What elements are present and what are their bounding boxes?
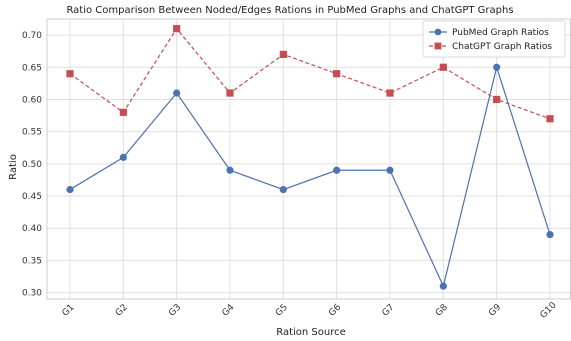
pubmed-point (386, 166, 394, 174)
chatgpt-point (546, 115, 554, 123)
y-tick-label: 0.35 (22, 256, 42, 266)
pubmed-point (279, 185, 287, 194)
y-tick-label: 0.60 (22, 95, 42, 105)
x-tick-label: G3 (167, 303, 183, 319)
chatgpt-point (226, 89, 234, 97)
pubmed-point (333, 166, 341, 174)
chatgpt-point (173, 25, 181, 33)
y-axis-ticks: 0.30 0.35 0.40 0.45 0.50 0.55 0.60 0.65 0.70 (22, 31, 42, 298)
pubmed-point (66, 185, 74, 194)
pubmed-legend-label: PubMed Graph Ratios (452, 28, 549, 38)
chatgpt-point (66, 70, 74, 78)
pubmed-series-line (69, 65, 551, 288)
y-tick-label: 0.45 (22, 192, 42, 202)
pubmed-point (119, 153, 127, 161)
chart-title: Ratio Comparison Between Noded/Edges Rat… (66, 5, 513, 16)
x-tick-label: G10 (539, 300, 559, 320)
pubmed-point (493, 63, 501, 71)
pubmed-point (173, 89, 181, 97)
pubmed-point (546, 231, 554, 239)
x-tick-label: G9 (487, 302, 503, 318)
chatgpt-legend-label: ChatGPT Graph Ratios (452, 42, 552, 52)
y-tick-label: 0.70 (22, 31, 42, 41)
chatgpt-point (439, 63, 447, 71)
chatgpt-point (386, 89, 394, 97)
x-tick-label: G4 (221, 302, 237, 318)
x-tick-label: G8 (434, 302, 450, 318)
legend-box (422, 20, 566, 58)
chatgpt-point (279, 50, 287, 59)
chatgpt-point (493, 95, 501, 104)
grid (47, 19, 571, 299)
y-tick-label: 0.40 (22, 224, 42, 234)
y-tick-label: 0.30 (22, 289, 42, 299)
x-tick-label: G5 (274, 303, 290, 319)
x-axis-title: Ration Source (276, 327, 346, 338)
pubmed-point (439, 282, 447, 290)
y-axis-title: Ratio (8, 154, 19, 180)
x-tick-label: G7 (381, 303, 397, 319)
legend: PubMed Graph Ratios ChatGPT Graph Ratios (422, 20, 566, 58)
y-tick-label: 0.55 (22, 128, 42, 138)
x-tick-label: G1 (61, 303, 77, 319)
pubmed-point (226, 166, 234, 174)
x-tick-label: G6 (327, 302, 343, 318)
series (66, 25, 554, 290)
chatgpt-legend-marker (434, 42, 442, 50)
chatgpt-point (119, 108, 127, 116)
x-tick-label: G2 (114, 303, 130, 319)
y-tick-label: 0.50 (22, 160, 42, 170)
x-axis-ticks: G1 G2 G3 G4 G5 G6 G7 G8 G9 G10 (61, 300, 559, 320)
pubmed-legend-marker (434, 28, 442, 36)
chatgpt-point (333, 70, 341, 78)
y-tick-label: 0.65 (22, 63, 42, 73)
